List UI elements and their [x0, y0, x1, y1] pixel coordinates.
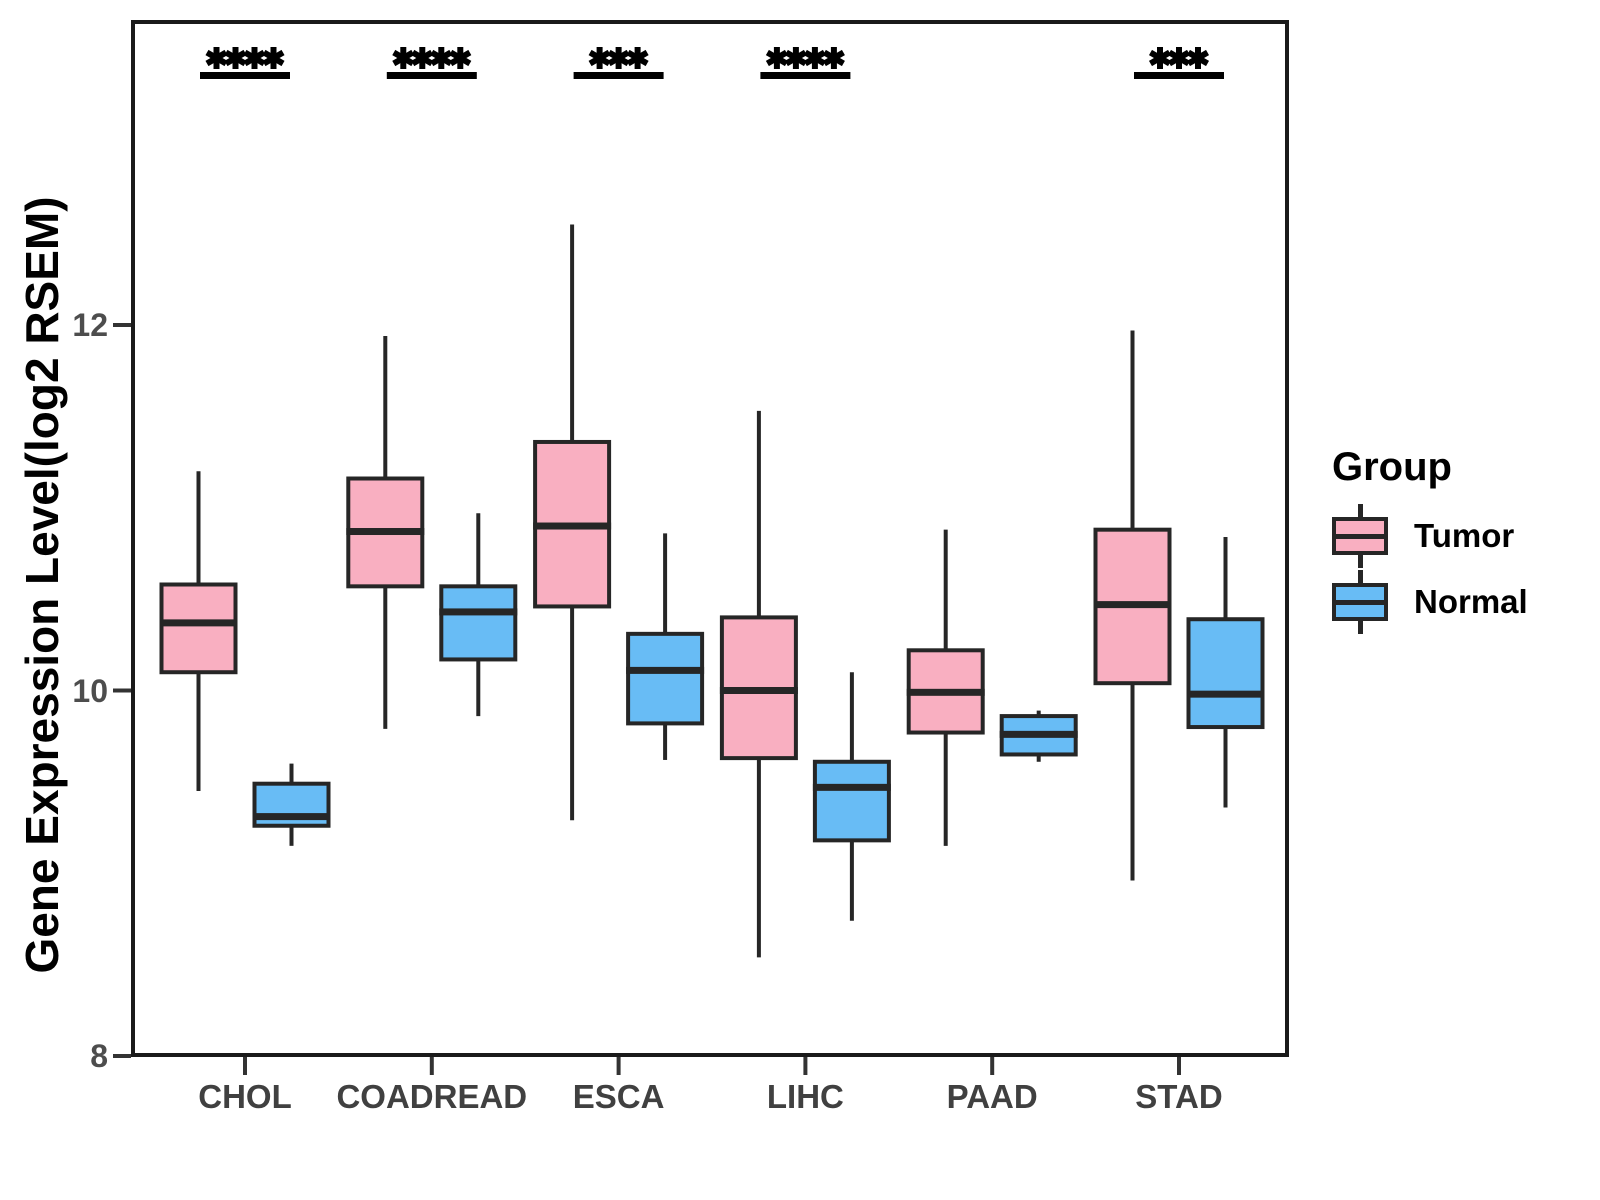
significance-star-stad — [1167, 49, 1191, 67]
median-normal-esca — [626, 666, 705, 674]
x-tick-label-coadread: COADREAD — [336, 1078, 528, 1115]
significance-star-lihc — [784, 49, 807, 67]
significance-bar-esca — [573, 72, 664, 79]
box-tumor-chol — [159, 582, 238, 675]
significance-star-lihc — [822, 49, 845, 67]
significance-bar-coadread — [386, 72, 477, 79]
significance-star-chol — [224, 49, 247, 67]
significance-star-lihc — [803, 49, 826, 67]
legend-title: Group — [1332, 445, 1452, 489]
legend-label: Normal — [1414, 583, 1528, 620]
significance-star-coadread — [430, 49, 453, 67]
significance-star-coadread — [411, 49, 434, 67]
median-normal-stad — [1186, 690, 1265, 698]
median-tumor-esca — [533, 522, 612, 530]
significance-star-chol — [205, 49, 228, 67]
x-tick-label-chol: CHOL — [198, 1078, 292, 1115]
significance-star-chol — [243, 49, 266, 67]
legend-entry-normal: Normal — [1332, 570, 1528, 634]
median-normal-lihc — [812, 783, 891, 791]
x-tick-label-stad: STAD — [1135, 1078, 1223, 1115]
panel-border — [131, 20, 1289, 1057]
median-tumor-stad — [1093, 601, 1172, 609]
median-tumor-chol — [159, 619, 238, 627]
significance-bar-lihc — [760, 72, 851, 79]
median-tumor-coadread — [346, 528, 425, 536]
median-tumor-paad — [906, 688, 985, 696]
x-tick-label-paad: PAAD — [946, 1078, 1038, 1115]
box-normal-lihc — [812, 759, 891, 843]
legend: Group Tumor Normal — [1332, 445, 1528, 636]
x-tick-label-lihc: LIHC — [766, 1078, 844, 1115]
y-tick-label: 12 — [72, 307, 108, 343]
significance-star-lihc — [765, 49, 788, 67]
significance-star-coadread — [449, 49, 472, 67]
box-normal-coadread — [439, 584, 518, 662]
significance-star-coadread — [392, 49, 415, 67]
significance-bar-chol — [200, 72, 290, 79]
significance-star-esca — [607, 49, 630, 67]
significance-star-chol — [262, 49, 285, 67]
legend-entry-tumor: Tumor — [1332, 504, 1528, 568]
median-normal-paad — [999, 730, 1078, 738]
box-normal-stad — [1186, 617, 1265, 730]
significance-star-esca — [588, 49, 611, 67]
box-normal-esca — [626, 631, 705, 726]
median-normal-coadread — [439, 608, 518, 616]
significance-star-stad — [1148, 49, 1172, 67]
y-tick-label: 10 — [72, 672, 108, 709]
legend-key-boxplot-icon — [1332, 570, 1388, 634]
median-normal-chol — [252, 813, 331, 821]
significance-star-stad — [1186, 49, 1210, 67]
legend-entries: Tumor Normal — [1332, 504, 1528, 634]
legend-key-boxplot-icon — [1332, 504, 1388, 568]
median-tumor-lihc — [719, 687, 798, 694]
significance-bar-stad — [1134, 72, 1224, 79]
legend-label: Tumor — [1414, 517, 1515, 554]
x-tick-label-esca: ESCA — [572, 1078, 665, 1115]
significance-star-esca — [626, 49, 649, 67]
y-tick-label: 8 — [90, 1038, 108, 1074]
